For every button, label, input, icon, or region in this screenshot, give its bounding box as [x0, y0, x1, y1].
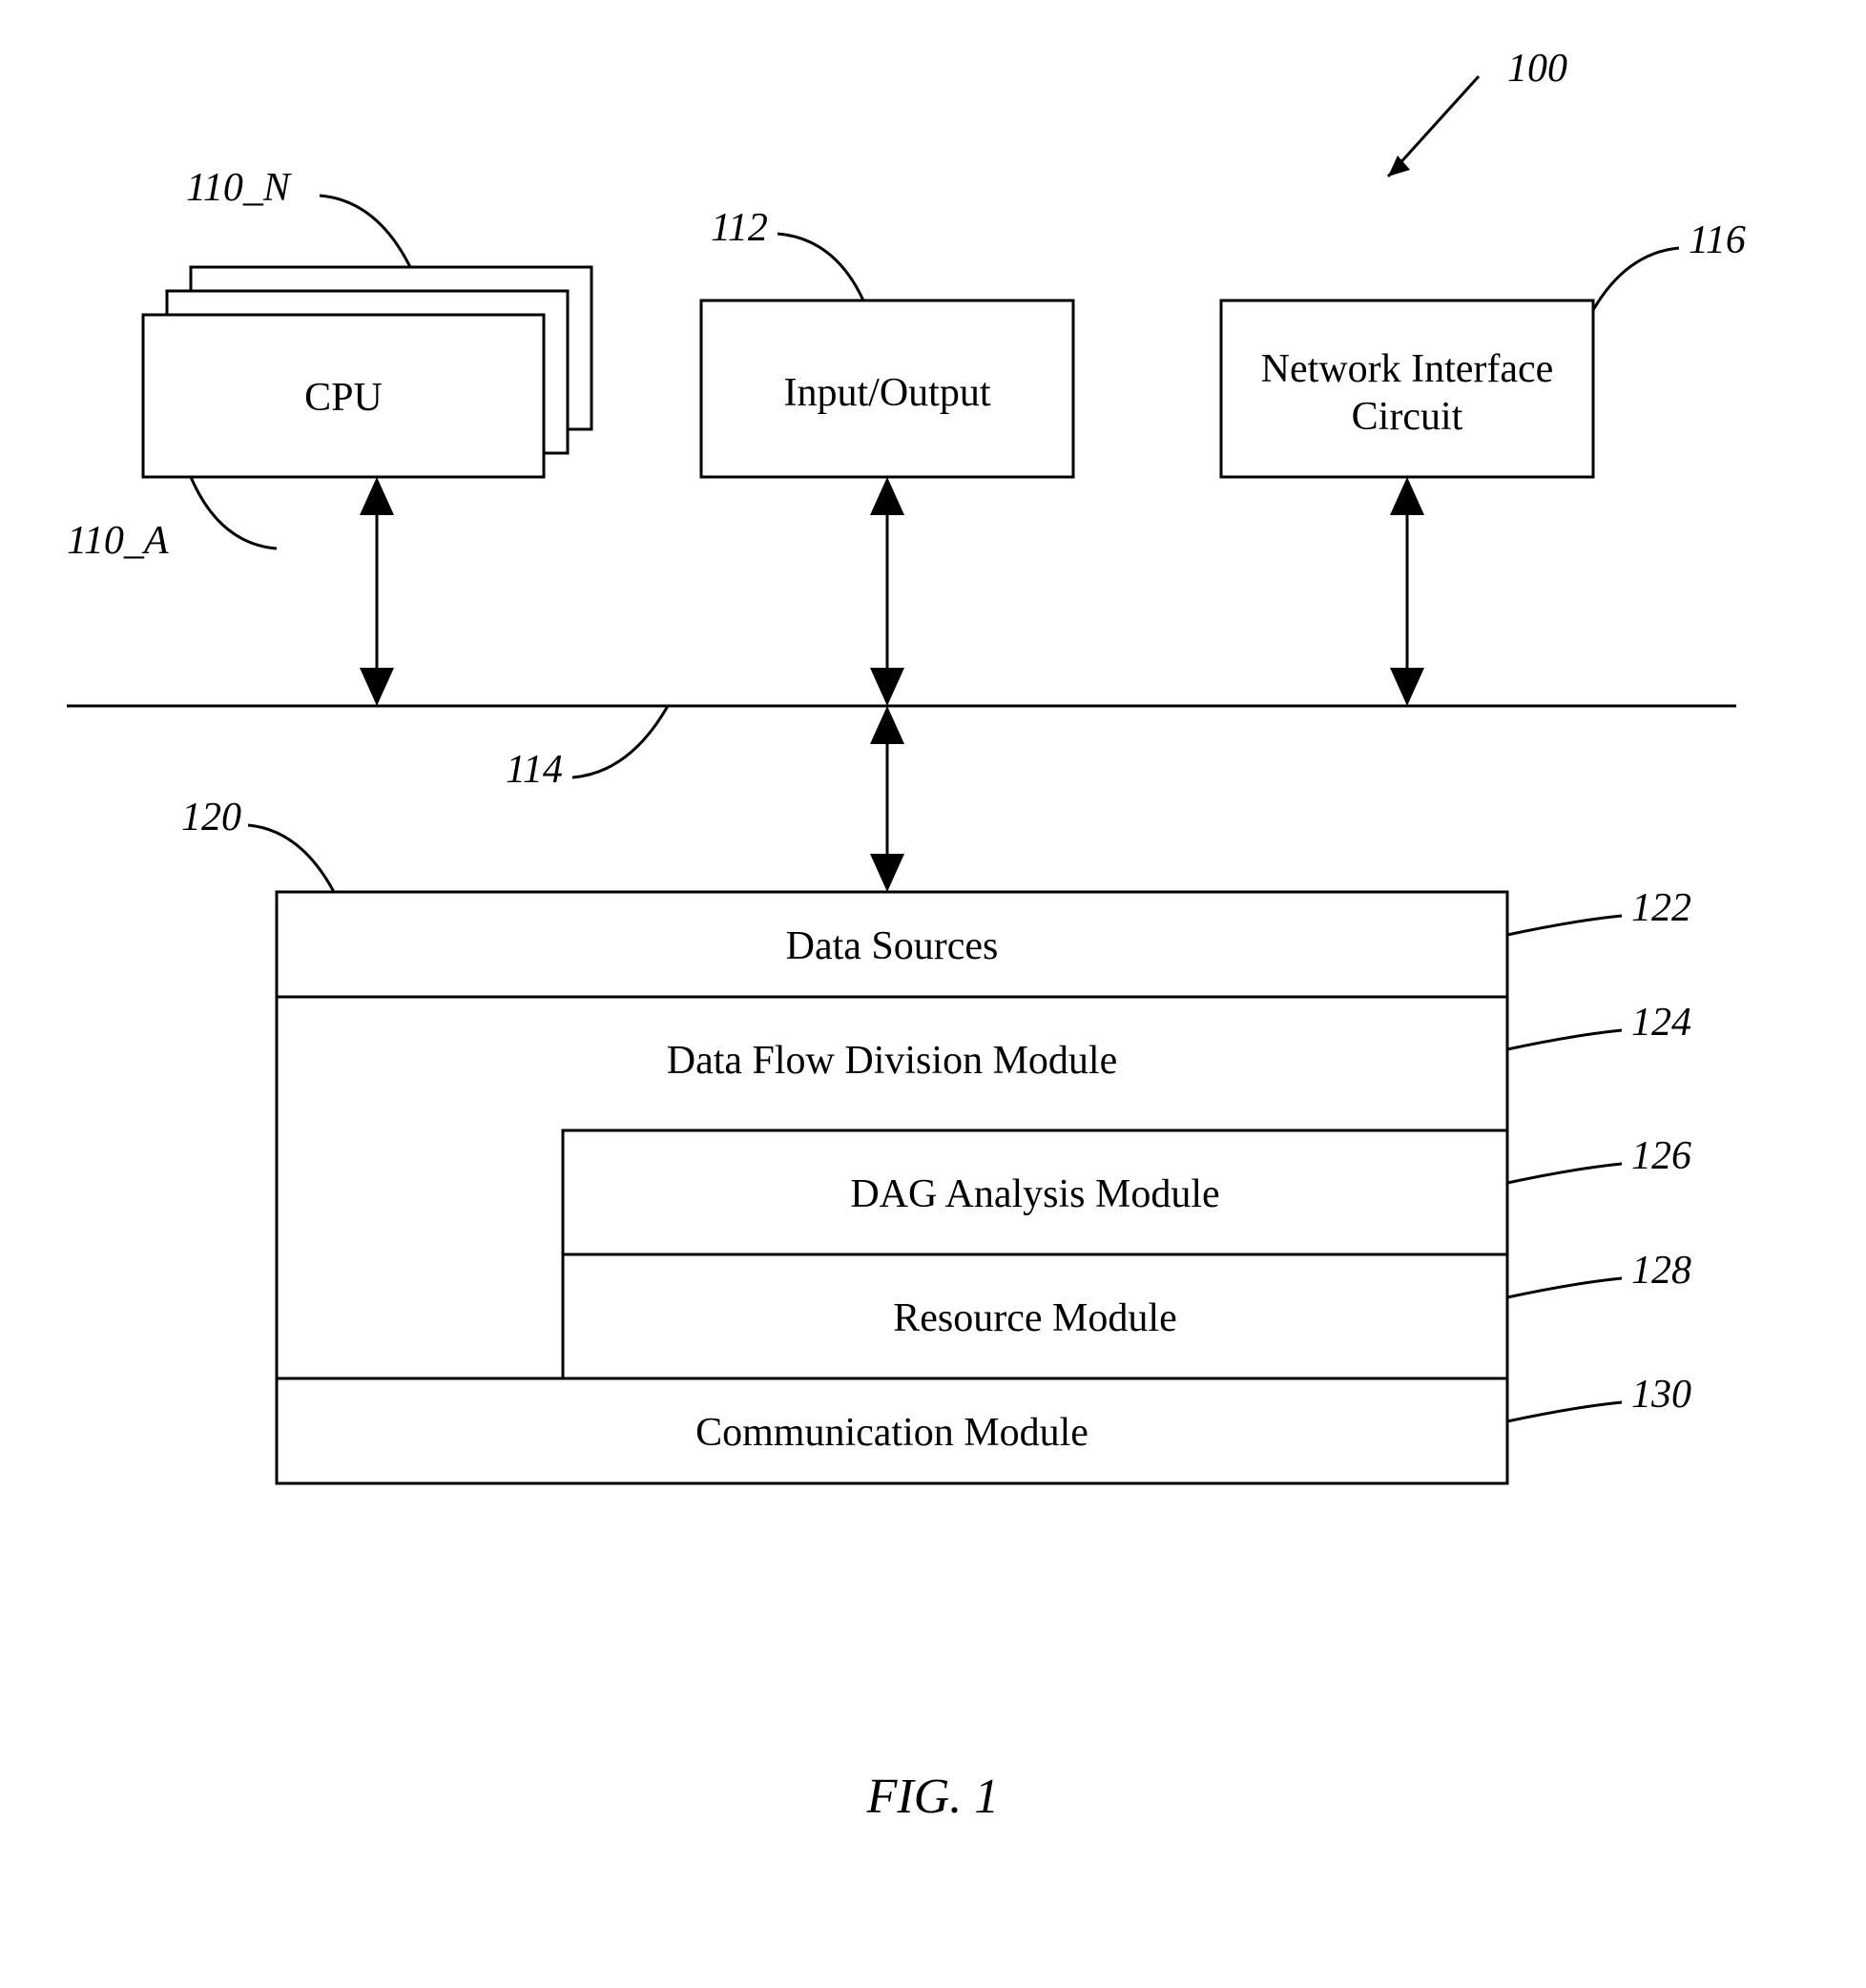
resource-label: Resource Module	[893, 1296, 1176, 1340]
ref-126-label: 126	[1631, 1134, 1691, 1178]
ref-126: 126	[1507, 1134, 1691, 1183]
ref-122-label: 122	[1631, 886, 1691, 930]
io-label: Input/Output	[784, 371, 991, 415]
dag-label: DAG Analysis Module	[850, 1172, 1219, 1216]
ref-120: 120	[181, 796, 334, 892]
ref-112-label: 112	[711, 206, 768, 250]
ref-100-label: 100	[1507, 47, 1567, 91]
ref-116: 116	[1593, 218, 1746, 310]
ref-110-n: 110_N	[186, 166, 410, 267]
cpu-label: CPU	[304, 376, 383, 420]
ref-120-label: 120	[181, 796, 241, 839]
data-sources-block: Data Sources	[277, 892, 1507, 997]
comm-label: Communication Module	[695, 1411, 1088, 1455]
comm-block: Communication Module	[277, 1378, 1507, 1483]
resource-block: Resource Module	[563, 1254, 1507, 1378]
ref-114: 114	[506, 706, 668, 792]
figure-caption: FIG. 1	[866, 1770, 1000, 1824]
arrow-bus-memory	[870, 706, 904, 892]
ref-110-a: 110_A	[67, 477, 277, 563]
ref-130: 130	[1507, 1373, 1691, 1421]
io-block: Input/Output	[701, 300, 1073, 477]
dfdm-label: Data Flow Division Module	[667, 1039, 1117, 1083]
arrow-nic-bus	[1390, 477, 1424, 706]
arrow-cpu-bus	[360, 477, 394, 706]
nic-label-2: Circuit	[1352, 395, 1463, 439]
ref-116-label: 116	[1689, 218, 1746, 262]
data-sources-label: Data Sources	[786, 924, 999, 968]
arrow-io-bus	[870, 477, 904, 706]
ref-124: 124	[1507, 1001, 1691, 1049]
cpu-block: CPU	[143, 267, 591, 477]
figure-1-diagram: 100 CPU 110_N 110_A Input/Output 112 Net…	[0, 0, 1866, 1988]
ref-128: 128	[1507, 1249, 1691, 1297]
ref-128-label: 128	[1631, 1249, 1691, 1293]
ref-114-label: 114	[506, 748, 563, 792]
ref-100: 100	[1388, 47, 1567, 176]
nic-block: Network Interface Circuit	[1221, 300, 1593, 477]
ref-110-a-label: 110_A	[67, 519, 169, 563]
ref-124-label: 124	[1631, 1001, 1691, 1045]
nic-label-1: Network Interface	[1261, 347, 1554, 391]
ref-122: 122	[1507, 886, 1691, 935]
dag-block: DAG Analysis Module	[563, 1130, 1507, 1254]
ref-130-label: 130	[1631, 1373, 1691, 1417]
ref-112: 112	[711, 206, 863, 300]
ref-110-n-label: 110_N	[186, 166, 292, 210]
